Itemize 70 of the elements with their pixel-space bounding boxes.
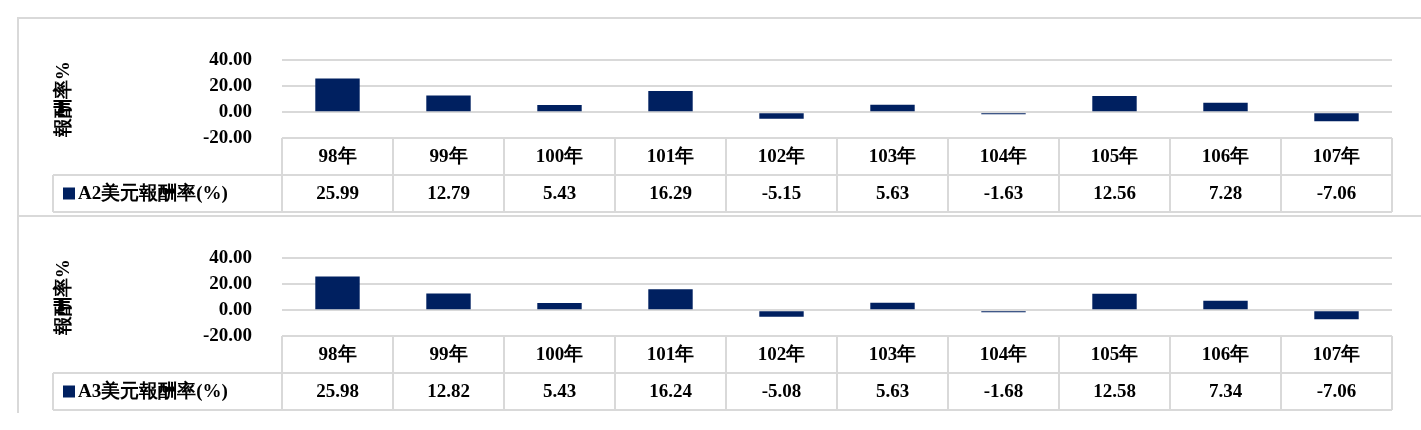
x-tick-label: 103年: [868, 343, 917, 365]
data-label: -5.08: [761, 380, 802, 402]
y-tick-label: 0.00: [218, 100, 252, 122]
x-tick-label: 102年: [757, 343, 806, 365]
y-tick-label: 40.00: [209, 48, 252, 70]
x-tick-label: 105年: [1090, 343, 1139, 365]
y-tick-label: 20.00: [209, 272, 252, 294]
data-label: -7.06: [1316, 380, 1357, 402]
data-label: 16.29: [649, 182, 692, 204]
data-label: 25.98: [316, 380, 359, 402]
bar: [426, 293, 471, 310]
x-tick-label: 98年: [318, 145, 357, 167]
x-tick-label: 101年: [646, 343, 695, 365]
y-axis-title: 報酬率%: [52, 259, 74, 337]
data-label: -1.63: [983, 182, 1024, 204]
x-tick-label: 101年: [646, 145, 695, 167]
x-tick-label: 99年: [429, 343, 468, 365]
bar: [537, 105, 582, 112]
bar: [1203, 300, 1248, 310]
bar: [870, 104, 915, 112]
data-label: -5.15: [761, 182, 802, 204]
bar: [537, 303, 582, 310]
x-tick-label: 104年: [979, 343, 1028, 365]
x-tick-label: 106年: [1201, 145, 1250, 167]
legend-label: A2美元報酬率(%): [78, 182, 228, 205]
data-label: 16.24: [649, 380, 693, 402]
bar: [1203, 102, 1248, 112]
x-tick-label: 104年: [979, 145, 1028, 167]
bar: [315, 276, 360, 310]
y-axis-title: 報酬率%: [52, 61, 74, 139]
bar: [426, 95, 471, 112]
x-tick-label: 106年: [1201, 343, 1250, 365]
bar: [1314, 113, 1359, 122]
data-label: 5.63: [875, 182, 910, 204]
y-tick-label: 0.00: [218, 298, 252, 320]
data-label: 5.43: [542, 182, 577, 204]
data-label: 12.79: [427, 182, 470, 204]
bar: [1092, 95, 1137, 112]
y-tick-label: 40.00: [209, 246, 252, 268]
y-tick-label: 20.00: [209, 74, 252, 96]
x-tick-label: 107年: [1312, 343, 1361, 365]
legend-label: A3美元報酬率(%): [78, 380, 228, 403]
bar: [759, 311, 804, 317]
bar: [759, 113, 804, 119]
x-tick-label: 100年: [535, 145, 584, 167]
bar: [648, 91, 693, 112]
data-label: -1.68: [983, 380, 1024, 402]
data-label: -7.06: [1316, 182, 1357, 204]
bar: [870, 302, 915, 310]
data-label: 7.34: [1208, 380, 1243, 402]
data-label: 5.43: [542, 380, 577, 402]
data-label: 12.56: [1093, 182, 1136, 204]
y-tick-label: -20.00: [202, 323, 252, 345]
data-label: 12.82: [427, 380, 470, 402]
x-tick-label: 105年: [1090, 145, 1139, 167]
data-label: 7.28: [1208, 182, 1243, 204]
data-label: 25.99: [316, 182, 359, 204]
bar: [315, 78, 360, 112]
x-tick-label: 99年: [429, 145, 468, 167]
x-tick-label: 103年: [868, 145, 917, 167]
bar: [1092, 293, 1137, 310]
data-label: 12.58: [1093, 380, 1136, 402]
bar: [648, 289, 693, 310]
y-tick-label: -20.00: [202, 125, 252, 147]
bar: [1314, 311, 1359, 320]
x-tick-label: 107年: [1312, 145, 1361, 167]
x-tick-label: 100年: [535, 343, 584, 365]
x-tick-label: 98年: [318, 343, 357, 365]
x-tick-label: 102年: [757, 145, 806, 167]
data-label: 5.63: [875, 380, 910, 402]
